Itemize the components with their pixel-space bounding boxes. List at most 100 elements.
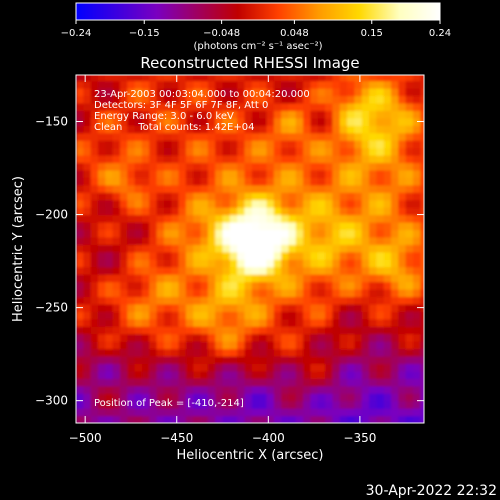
- heatmap-cell: [185, 199, 194, 208]
- heatmap-cell: [303, 244, 312, 253]
- heatmap-cell: [332, 408, 341, 417]
- heatmap-cell: [259, 266, 268, 275]
- heatmap-cell: [215, 207, 224, 216]
- heatmap-cell: [295, 102, 304, 111]
- heatmap-cell: [332, 192, 341, 201]
- heatmap-cell: [83, 370, 92, 379]
- heatmap-cell: [369, 199, 377, 208]
- heatmap-cell: [251, 356, 260, 365]
- heatmap-cell: [171, 192, 180, 201]
- heatmap-cell: [185, 236, 194, 245]
- heatmap-cell: [266, 259, 275, 268]
- heatmap-cell: [127, 80, 136, 89]
- heatmap-cell: [193, 140, 202, 149]
- heatmap-cell: [237, 259, 246, 268]
- heatmap-cell: [325, 341, 334, 350]
- heatmap-cell: [405, 303, 414, 312]
- heatmap-cell: [317, 303, 326, 312]
- heatmap-cell: [207, 266, 216, 275]
- heatmap-cell: [259, 370, 268, 379]
- heatmap-cell: [178, 348, 187, 357]
- heatmap-cell: [295, 125, 304, 134]
- heatmap-cell: [266, 102, 275, 111]
- heatmap-cell: [149, 296, 158, 305]
- heatmap-cell: [119, 229, 128, 238]
- heatmap-cell: [244, 192, 253, 201]
- heatmap-cell: [259, 169, 268, 178]
- heatmap-cell: [383, 95, 392, 104]
- heatmap-cell: [310, 266, 319, 275]
- heatmap-cell: [339, 370, 348, 379]
- heatmap-cell: [90, 259, 99, 268]
- heatmap-cell: [244, 155, 253, 164]
- heatmap-cell: [207, 385, 216, 394]
- heatmap-cell: [332, 155, 341, 164]
- heatmap-cell: [178, 192, 187, 201]
- y-axis-ticks: −150−200−250−300: [35, 115, 424, 408]
- heatmap-cell: [310, 363, 319, 372]
- heatmap-cell: [229, 88, 238, 97]
- heatmap-cell: [251, 75, 260, 82]
- heatmap-cell: [281, 169, 290, 178]
- heatmap-cell: [339, 318, 348, 327]
- heatmap-cell: [339, 393, 348, 402]
- heatmap-cell: [391, 289, 399, 298]
- heatmap-cell: [420, 75, 424, 82]
- heatmap-cell: [273, 117, 282, 126]
- heatmap-cell: [229, 75, 238, 82]
- heatmap-cell: [119, 207, 128, 216]
- heatmap-cell: [134, 281, 143, 290]
- heatmap-cell: [134, 95, 143, 104]
- heatmap-cell: [90, 385, 99, 394]
- heatmap-cell: [163, 214, 172, 223]
- heatmap-cell: [119, 125, 128, 134]
- heatmap-cell: [163, 356, 172, 365]
- heatmap-cell: [207, 192, 216, 201]
- heatmap-cell: [222, 132, 231, 141]
- heatmap-cell: [193, 184, 202, 193]
- heatmap-cell: [105, 259, 114, 268]
- heatmap-cell: [97, 162, 106, 171]
- heatmap-cell: [97, 155, 106, 164]
- heatmap-cell: [156, 259, 165, 268]
- heatmap-cell: [112, 192, 121, 201]
- heatmap-cell: [310, 162, 319, 171]
- heatmap-cell: [90, 169, 99, 178]
- y-tick-label: −200: [35, 208, 68, 222]
- heatmap-cell: [259, 162, 268, 171]
- heatmap-cell: [361, 348, 370, 357]
- heatmap-cell: [347, 400, 355, 409]
- heatmap-cell: [317, 132, 326, 141]
- heatmap-cell: [244, 296, 253, 305]
- heatmap-cell: [354, 140, 363, 149]
- heatmap-cell: [215, 192, 224, 201]
- heatmap-cell: [83, 326, 92, 335]
- heatmap-cell: [288, 415, 297, 423]
- heatmap-cell: [325, 192, 334, 201]
- heatmap-cell: [163, 311, 172, 320]
- heatmap-cell: [420, 289, 424, 298]
- heatmap-cell: [266, 155, 275, 164]
- heatmap-cell: [303, 222, 312, 231]
- y-axis-label: Heliocentric Y (arcsec): [11, 176, 26, 322]
- heatmap-cell: [391, 192, 399, 201]
- heatmap-cell: [281, 140, 290, 149]
- heatmap-cell: [273, 370, 282, 379]
- heatmap-cell: [391, 236, 399, 245]
- heatmap-cell: [339, 75, 348, 82]
- heatmap-cell: [149, 408, 158, 417]
- heatmap-cell: [237, 385, 246, 394]
- heatmap-cell: [149, 184, 158, 193]
- heatmap-cell: [391, 75, 399, 82]
- heatmap-cell: [317, 251, 326, 260]
- heatmap-cell: [339, 222, 348, 231]
- heatmap-cell: [149, 88, 158, 97]
- heatmap-cell: [332, 400, 341, 409]
- heatmap-cell: [295, 356, 304, 365]
- heatmap-cell: [200, 207, 209, 216]
- heatmap-cell: [149, 125, 158, 134]
- heatmap-cell: [222, 296, 231, 305]
- heatmap-cell: [361, 169, 370, 178]
- heatmap-cell: [244, 281, 253, 290]
- heatmap-cell: [266, 289, 275, 298]
